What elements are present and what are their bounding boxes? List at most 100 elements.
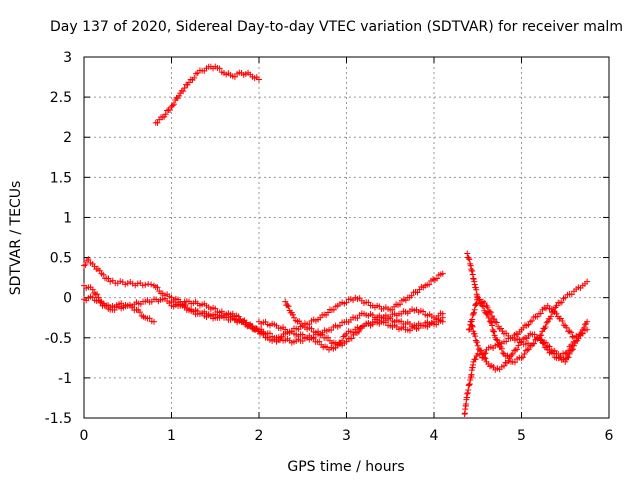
data-point (546, 316, 553, 323)
data-point (509, 350, 516, 357)
data-point (354, 315, 361, 322)
data-point (517, 339, 524, 346)
data-point (550, 306, 556, 313)
data-point (515, 342, 522, 349)
data-point (285, 303, 292, 310)
data-point (339, 337, 346, 344)
data-point (340, 333, 347, 340)
data-point (82, 261, 89, 268)
data-point (558, 299, 565, 306)
data-point (154, 119, 161, 126)
series-track-a (81, 256, 271, 341)
data-point (491, 316, 498, 323)
data-point (282, 298, 289, 305)
series-track-c (81, 270, 446, 345)
data-point (148, 281, 155, 288)
data-point (568, 329, 575, 336)
data-point (521, 351, 528, 358)
data-point (186, 79, 192, 86)
x-tick-label: 4 (430, 428, 439, 444)
data-point (562, 358, 569, 365)
data-point (467, 318, 474, 325)
data-point (342, 332, 349, 339)
data-point (348, 335, 355, 342)
y-tick-label: 1.5 (50, 170, 72, 186)
data-point (501, 362, 507, 369)
data-point (525, 346, 532, 353)
data-point (289, 311, 296, 318)
data-point (96, 267, 103, 274)
data-point (489, 322, 496, 329)
y-tick-label: -1.5 (45, 411, 72, 427)
y-tick-label: 0 (63, 291, 72, 307)
data-point (249, 323, 256, 330)
data-point (334, 342, 341, 349)
data-point (396, 301, 403, 308)
data-point (499, 350, 506, 357)
data-point (512, 346, 519, 353)
data-point (503, 338, 510, 345)
data-point (103, 302, 110, 309)
data-point (472, 333, 479, 340)
data-point (481, 354, 488, 361)
data-point (91, 289, 98, 296)
data-point (253, 325, 260, 332)
data-point (569, 342, 576, 349)
data-point (571, 338, 577, 345)
data-point (584, 326, 591, 333)
y-tick-label: -1 (58, 371, 72, 387)
data-point (491, 328, 497, 335)
data-point (498, 345, 505, 352)
data-point (506, 353, 513, 360)
data-point (569, 333, 576, 340)
data-point (365, 299, 372, 306)
data-point (426, 281, 433, 288)
data-points (81, 63, 591, 417)
data-point (310, 335, 317, 342)
data-point (169, 102, 176, 109)
data-point (542, 323, 549, 330)
data-point (97, 299, 104, 306)
data-point (530, 340, 537, 347)
data-point (439, 270, 446, 277)
data-point (493, 336, 500, 343)
data-point (319, 331, 326, 338)
data-point (559, 317, 566, 324)
data-point (537, 310, 544, 317)
data-point (565, 354, 572, 361)
y-axis-label: SDTVAR / TECUs (8, 181, 24, 296)
data-point (470, 310, 477, 317)
data-point (151, 318, 157, 325)
data-point (466, 256, 473, 263)
data-point (498, 325, 505, 332)
data-point (408, 292, 415, 299)
data-point (145, 280, 152, 287)
data-point (584, 278, 591, 285)
x-tick-label: 1 (167, 428, 176, 444)
series-track-f (282, 298, 446, 349)
data-point (546, 343, 553, 350)
series-track-i (466, 294, 591, 342)
data-point (544, 302, 551, 309)
data-point (330, 306, 337, 313)
y-tick-label: 2 (63, 130, 72, 146)
data-point (191, 74, 198, 81)
data-point (469, 323, 476, 330)
x-tick-label: 0 (80, 428, 89, 444)
data-point (212, 305, 219, 312)
data-point (469, 322, 476, 329)
x-tick-label: 5 (517, 428, 526, 444)
data-point (439, 318, 446, 325)
data-point (235, 313, 242, 320)
data-point (94, 291, 101, 298)
data-point (560, 322, 567, 329)
data-point (316, 338, 323, 345)
data-point (518, 354, 525, 361)
data-point (482, 355, 489, 362)
data-point (548, 313, 555, 320)
data-point (538, 337, 545, 344)
y-tick-label: -0.5 (45, 331, 72, 347)
data-point (493, 319, 500, 326)
data-point (256, 76, 262, 83)
data-point (478, 347, 485, 354)
